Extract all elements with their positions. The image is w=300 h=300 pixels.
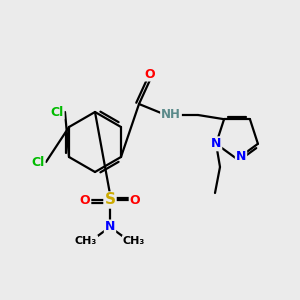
Text: Cl: Cl xyxy=(50,106,64,118)
Text: N: N xyxy=(211,137,221,150)
Text: NH: NH xyxy=(161,109,181,122)
Text: CH₃: CH₃ xyxy=(123,236,145,246)
Text: Cl: Cl xyxy=(32,155,45,169)
Text: O: O xyxy=(145,68,155,80)
Text: CH₃: CH₃ xyxy=(75,236,97,246)
Text: O: O xyxy=(130,194,140,206)
Text: O: O xyxy=(80,194,90,206)
Text: N: N xyxy=(105,220,115,233)
Text: N: N xyxy=(236,151,246,164)
Text: S: S xyxy=(104,193,116,208)
